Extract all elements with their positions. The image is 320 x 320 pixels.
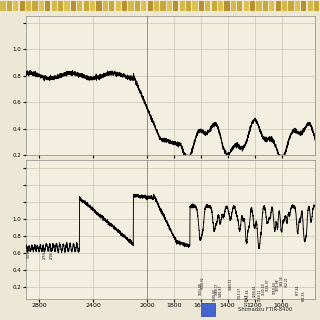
Bar (269, 1, 274, 11)
Bar (218, 1, 223, 11)
Bar (224, 1, 229, 11)
Bar (39, 1, 44, 11)
Bar (128, 1, 133, 11)
Bar (135, 1, 140, 11)
Bar (276, 1, 281, 11)
Bar (244, 1, 249, 11)
Bar (308, 1, 313, 11)
Bar (167, 1, 172, 11)
Text: 1105.07: 1105.07 (265, 278, 269, 291)
Bar (186, 1, 191, 11)
Bar (64, 1, 69, 11)
Bar (13, 1, 18, 11)
Bar (237, 1, 242, 11)
Text: 3376.34: 3376.34 (27, 246, 31, 259)
Bar (20, 1, 25, 11)
Bar (32, 1, 37, 11)
Bar (263, 1, 268, 11)
Bar (0, 1, 5, 11)
Bar (295, 1, 300, 11)
Bar (212, 1, 217, 11)
Bar (180, 1, 185, 11)
Bar (122, 1, 127, 11)
Bar (52, 1, 57, 11)
Bar (26, 1, 31, 11)
Text: 1500.97: 1500.97 (212, 288, 216, 301)
Text: Shimadzu FTIR-8400: Shimadzu FTIR-8400 (238, 307, 292, 312)
Bar (116, 1, 121, 11)
Text: 1050.60: 1050.60 (273, 282, 277, 294)
Bar (154, 1, 159, 11)
Text: 1200.41: 1200.41 (252, 285, 257, 297)
Bar (288, 1, 293, 11)
Bar (250, 1, 255, 11)
Bar (199, 1, 204, 11)
Text: 1468.27: 1468.27 (215, 282, 219, 295)
Bar (301, 1, 306, 11)
Text: 1251.64: 1251.64 (246, 288, 250, 301)
Bar (84, 1, 89, 11)
Bar (192, 1, 197, 11)
Bar (45, 1, 50, 11)
Text: 999.16: 999.16 (280, 275, 284, 286)
Bar (205, 1, 210, 11)
Text: 1482.87: 1482.87 (218, 285, 222, 297)
Text: 2704.28: 2704.28 (50, 247, 54, 259)
Bar (201, 303, 215, 316)
Text: 1257.27: 1257.27 (244, 293, 249, 306)
Text: 2759.42: 2759.42 (43, 247, 47, 260)
Text: 1463.72: 1463.72 (228, 278, 232, 291)
Bar (7, 1, 12, 11)
Bar (160, 1, 165, 11)
Text: 831.55: 831.55 (302, 290, 306, 300)
Text: 1313.57: 1313.57 (238, 286, 242, 299)
Bar (256, 1, 261, 11)
Bar (141, 1, 146, 11)
Bar (90, 1, 95, 11)
Bar (148, 1, 153, 11)
Bar (109, 1, 114, 11)
Bar (314, 1, 319, 11)
Bar (96, 1, 101, 11)
Bar (173, 1, 178, 11)
Text: 1163.11: 1163.11 (257, 288, 261, 300)
Bar (231, 1, 236, 11)
Text: 877.64: 877.64 (296, 285, 300, 295)
Bar (71, 1, 76, 11)
Text: 962.21: 962.21 (285, 276, 289, 287)
Bar (103, 1, 108, 11)
Bar (77, 1, 82, 11)
Text: 1603.08: 1603.08 (198, 282, 202, 295)
Text: 1031.98: 1031.98 (275, 278, 279, 291)
Bar (282, 1, 287, 11)
Text: 1564.32: 1564.32 (201, 276, 205, 289)
Bar (58, 1, 63, 11)
Text: 1130.60: 1130.60 (262, 282, 266, 295)
